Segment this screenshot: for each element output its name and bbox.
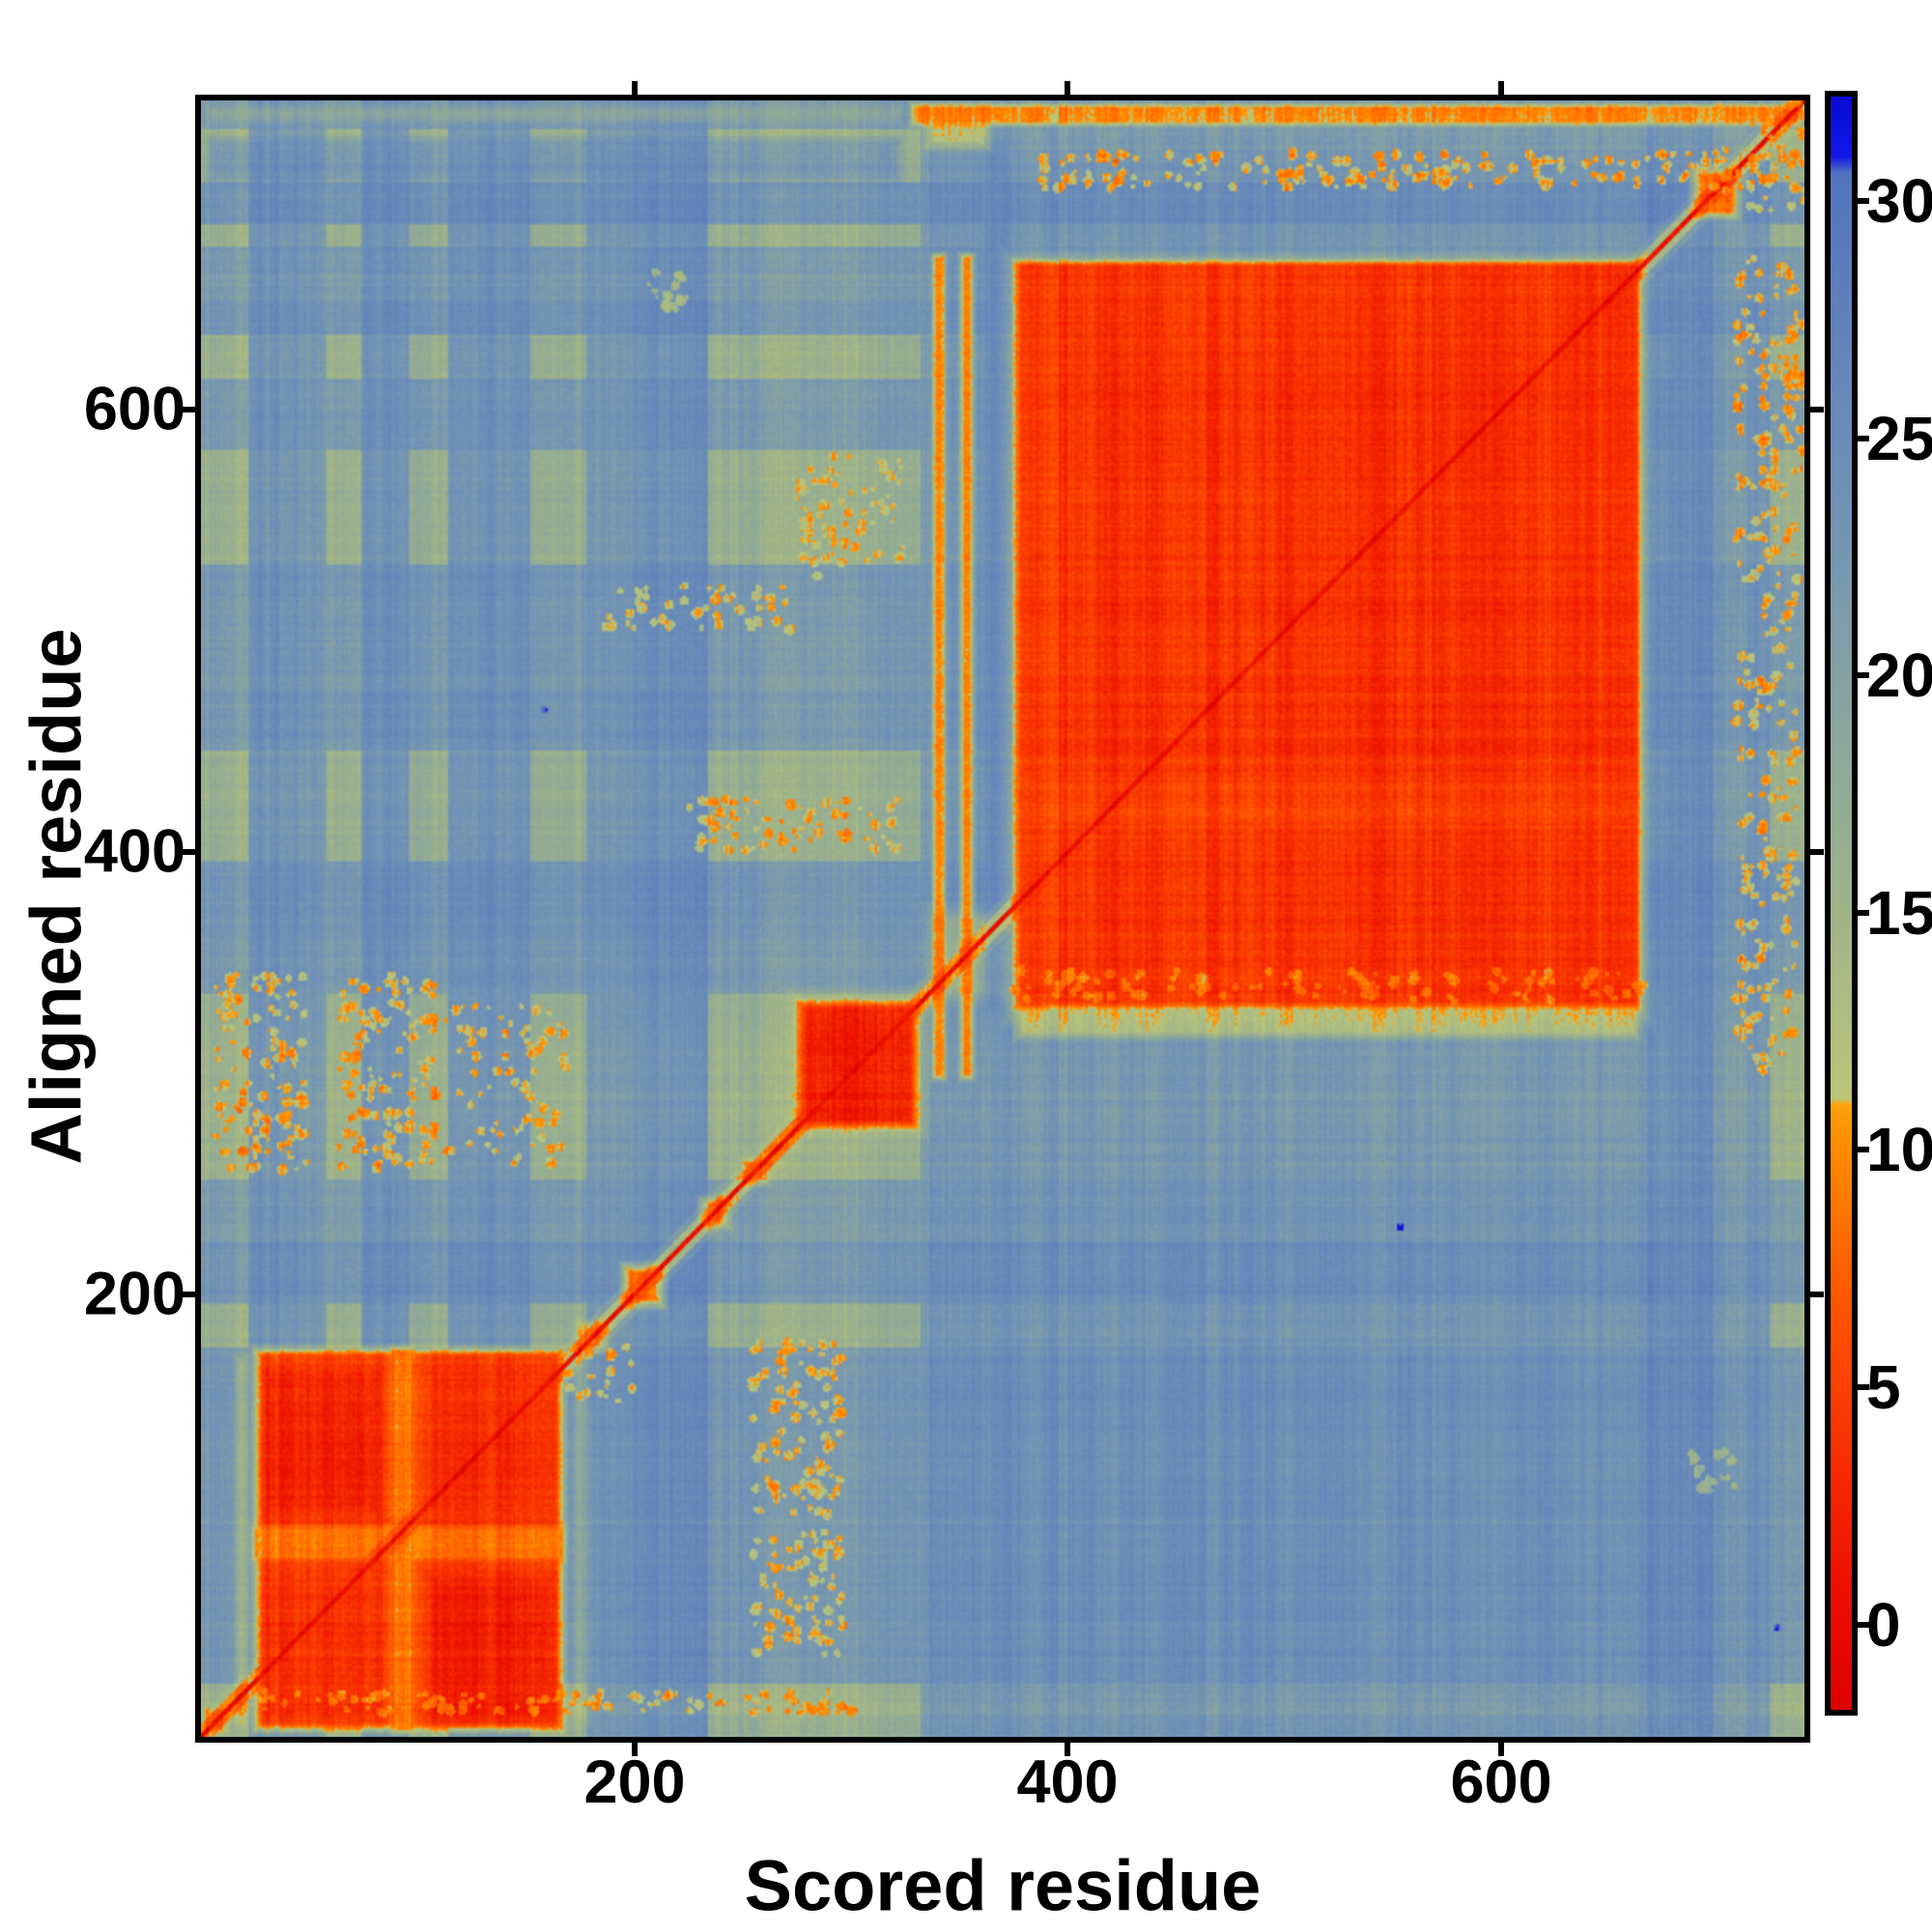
y-tick-left — [182, 849, 195, 855]
colorbar-tick — [1858, 1622, 1869, 1628]
y-tick-label: 600 — [83, 375, 185, 443]
x-tick-top — [1065, 81, 1070, 95]
y-tick-label: 200 — [83, 1260, 185, 1328]
colorbar-tick-label: 5 — [1866, 1352, 1901, 1422]
y-tick-right — [1810, 407, 1824, 412]
x-axis-title: Scored residue — [744, 1845, 1262, 1926]
x-tick-top — [1498, 81, 1504, 95]
x-tick-label: 400 — [1016, 1748, 1119, 1816]
colorbar-tick — [1858, 1384, 1869, 1390]
colorbar-tick-label: 0 — [1866, 1590, 1901, 1660]
x-tick-bottom — [1065, 1743, 1070, 1756]
plot-frame — [195, 95, 1810, 1743]
colorbar-tick — [1858, 1147, 1869, 1152]
colorbar-tick — [1858, 436, 1869, 441]
colorbar-tick-label: 15 — [1866, 878, 1932, 948]
y-tick-left — [182, 1292, 195, 1297]
colorbar-tick — [1858, 198, 1869, 204]
colorbar-tick-label: 30 — [1866, 166, 1932, 236]
colorbar-tick — [1858, 672, 1869, 678]
x-tick-label: 600 — [1450, 1748, 1552, 1816]
colorbar-tick-label: 20 — [1866, 640, 1932, 710]
colorbar-frame — [1825, 91, 1858, 1716]
y-axis-title: Aligned residue — [15, 628, 97, 1165]
y-tick-right — [1810, 1292, 1824, 1297]
y-tick-left — [182, 407, 195, 412]
heatmap-canvas — [201, 100, 1804, 1737]
colorbar-tick — [1858, 910, 1869, 916]
x-tick-bottom — [1498, 1743, 1504, 1756]
x-tick-top — [632, 81, 638, 95]
y-tick-right — [1810, 849, 1824, 855]
y-tick-label: 400 — [83, 817, 185, 886]
x-tick-bottom — [632, 1743, 638, 1756]
colorbar-tick-label: 10 — [1866, 1115, 1932, 1184]
colorbar-tick-label: 25 — [1866, 404, 1932, 473]
colorbar-canvas — [1831, 97, 1852, 1710]
x-tick-label: 200 — [583, 1748, 686, 1816]
